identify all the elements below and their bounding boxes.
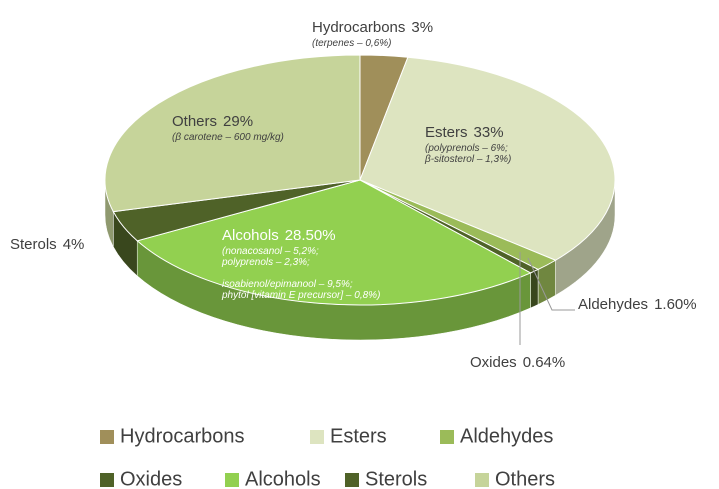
legend-label: Sterols [365,468,427,489]
slice-value: 4% [63,236,85,253]
legend-label: Hydrocarbons [120,425,245,447]
slice-name: Hydrocarbons [312,19,405,36]
slice-note: polyprenols – 2,3%; [221,257,310,268]
slice-name: Esters [425,124,468,141]
slice-label: Sterols 4% [10,236,84,253]
slice-label: Others 29% [172,113,253,130]
legend-swatch [345,473,359,487]
slice-note: (nonacosanol – 5,2%; [222,246,319,257]
slice-value: 3% [411,19,433,36]
legend-label: Aldehydes [460,425,553,447]
slice-side [530,269,539,309]
slice [359,56,616,261]
slice-name: Alcohols [222,227,279,244]
slice-label: Esters 33% [425,124,504,141]
legend-swatch [100,473,114,487]
slice-note: (polyprenols – 6%; [425,143,508,154]
legend-swatch [225,473,239,487]
slice-name: Others [172,113,217,130]
slice-label: Aldehydes 1.60% [578,296,697,313]
slice-note: β-sitosterol – 1,3%) [424,154,511,165]
slice-value: 0.64% [523,354,566,371]
slice-name: Sterols [10,236,57,253]
slice [104,54,361,213]
legend-swatch [100,430,114,444]
legend-swatch [440,430,454,444]
slice-note: (terpenes – 0,6%) [312,38,392,49]
legend-label: Others [495,468,555,489]
slice-label: Oxides 0.64% [470,354,565,371]
slice-value: 33% [474,124,504,141]
slice-note: isoabienol/epimanool – 9,5%; [222,279,353,290]
slice-label: Hydrocarbons 3% [312,19,433,36]
slice-name: Oxides [470,354,517,371]
slice-name: Aldehydes [578,296,648,313]
slice-value: 28.50% [285,227,336,244]
slice [136,179,532,306]
legend-swatch [310,430,324,444]
legend-label: Alcohols [245,468,321,489]
legend-label: Oxides [120,468,182,489]
legend-swatch [475,473,489,487]
slice-note: (β carotene – 600 mg/kg) [172,132,284,143]
slice-label: Alcohols 28.50% [222,227,336,244]
slice-note: phytol [vitamin E precursor] – 0,8%) [221,290,380,301]
legend-label: Esters [330,425,387,447]
slice-value: 29% [223,113,253,130]
slice-value: 1.60% [654,296,697,313]
leader-line [527,257,575,311]
